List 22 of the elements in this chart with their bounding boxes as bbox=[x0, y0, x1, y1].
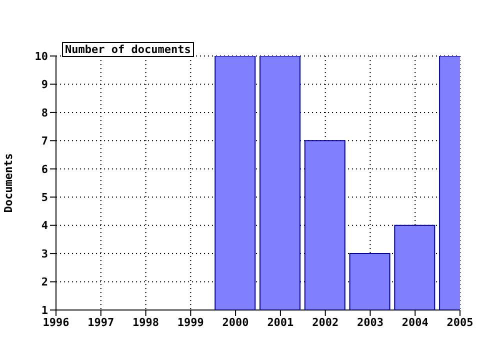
y-tick-label: 2 bbox=[41, 276, 48, 289]
y-axis-title: Documents bbox=[2, 153, 15, 213]
y-tick-label: 10 bbox=[34, 50, 48, 63]
y-tick-label: 6 bbox=[41, 162, 48, 176]
y-tick-label: 7 bbox=[41, 134, 48, 148]
x-tick-label: 2002 bbox=[312, 316, 339, 329]
x-tick-label: 2004 bbox=[402, 316, 429, 329]
x-tick-label: 2003 bbox=[356, 316, 384, 329]
y-tick-label: 9 bbox=[41, 78, 48, 92]
x-tick-label: 1997 bbox=[88, 316, 114, 329]
y-tick-label: 5 bbox=[41, 191, 48, 204]
x-tick-label: 1998 bbox=[132, 316, 160, 329]
x-tick-label: 2001 bbox=[267, 316, 294, 329]
y-tick-label: 4 bbox=[41, 219, 48, 232]
y-tick-label: 1 bbox=[41, 304, 48, 317]
text: Number of documents bbox=[62, 42, 194, 57]
x-tick-label: 1999 bbox=[177, 316, 204, 329]
y-tick-label: 8 bbox=[41, 106, 48, 120]
x-tick-label: 2005 bbox=[446, 316, 474, 329]
y-tick-label: 3 bbox=[41, 247, 48, 260]
x-tick-label: 2000 bbox=[222, 316, 249, 329]
x-tick-label: 1996 bbox=[42, 316, 70, 329]
